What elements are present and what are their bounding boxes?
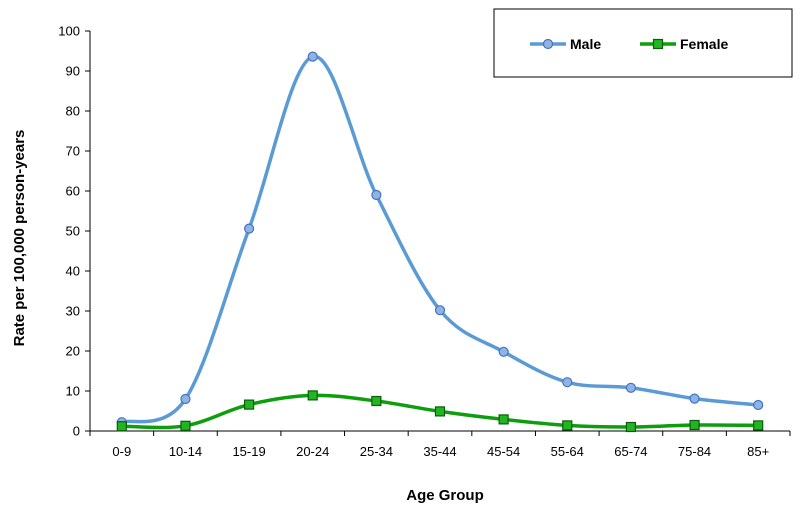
series-line-male [120, 54, 760, 424]
y-tick-label: 40 [66, 264, 80, 279]
x-tick-label: 15-19 [232, 444, 265, 459]
y-axis: 0 10 20 30 40 50 60 70 80 90 100 [58, 24, 91, 439]
y-tick-label: 20 [66, 344, 80, 359]
x-tick-label: 85+ [747, 444, 769, 459]
y-tick-label: 80 [66, 104, 80, 119]
data-point-male [243, 223, 255, 234]
y-tick-label: 30 [66, 304, 80, 319]
data-point-male [562, 377, 573, 388]
x-tick-label: 20-24 [296, 444, 329, 459]
legend-label-female: Female [680, 36, 728, 52]
data-point-female [625, 421, 637, 433]
data-point-female [180, 420, 191, 431]
legend-label-male: Male [570, 36, 601, 52]
legend-item-female: Female [640, 36, 728, 52]
data-point-female [243, 399, 255, 410]
data-point-female [498, 414, 509, 425]
data-point-female [753, 420, 764, 431]
data-point-female [689, 419, 700, 431]
series-female [116, 390, 764, 433]
x-tick-label: 35-44 [423, 444, 456, 459]
data-point-male [625, 382, 637, 393]
data-point-female [562, 420, 573, 431]
y-tick-label: 70 [66, 144, 80, 159]
x-tick-label: 10-14 [169, 444, 202, 459]
series-male [116, 51, 764, 428]
legend-marker-male [542, 38, 554, 50]
data-point-male [307, 51, 318, 62]
x-tick-label: 45-54 [487, 444, 520, 459]
x-tick-label: 55-64 [551, 444, 584, 459]
legend-marker-female [652, 38, 664, 50]
y-tick-label: 0 [73, 424, 80, 439]
y-tick-label: 60 [66, 184, 80, 199]
data-point-female [434, 406, 446, 417]
data-point-male [498, 346, 509, 357]
x-axis: 0-9 10-14 15-19 20-24 25-34 35-44 45-54 55-64 65… [89, 430, 791, 459]
data-point-male [434, 305, 446, 316]
y-tick-label: 90 [66, 64, 80, 79]
data-point-male [180, 393, 191, 405]
y-axis-title: Rate per 100,000 person-years [11, 130, 28, 347]
x-tick-label: 75-84 [678, 444, 711, 459]
legend: Male Female [493, 8, 793, 78]
data-point-female [307, 390, 318, 401]
data-point-female [371, 395, 382, 407]
data-point-male [371, 189, 382, 201]
y-tick-label: 50 [66, 224, 80, 239]
x-axis-title: Age Group [406, 487, 484, 504]
y-tick-label: 10 [66, 384, 80, 399]
data-point-male [753, 399, 764, 411]
data-point-female [116, 421, 127, 432]
legend-item-male: Male [530, 36, 601, 52]
series-line-female [120, 393, 760, 430]
x-tick-label: 25-34 [360, 444, 393, 459]
series-layer [116, 51, 764, 433]
data-point-male [689, 393, 700, 404]
x-tick-label: 65-74 [614, 444, 647, 459]
x-tick-label: 0-9 [112, 444, 131, 459]
y-tick-label: 100 [58, 24, 80, 39]
